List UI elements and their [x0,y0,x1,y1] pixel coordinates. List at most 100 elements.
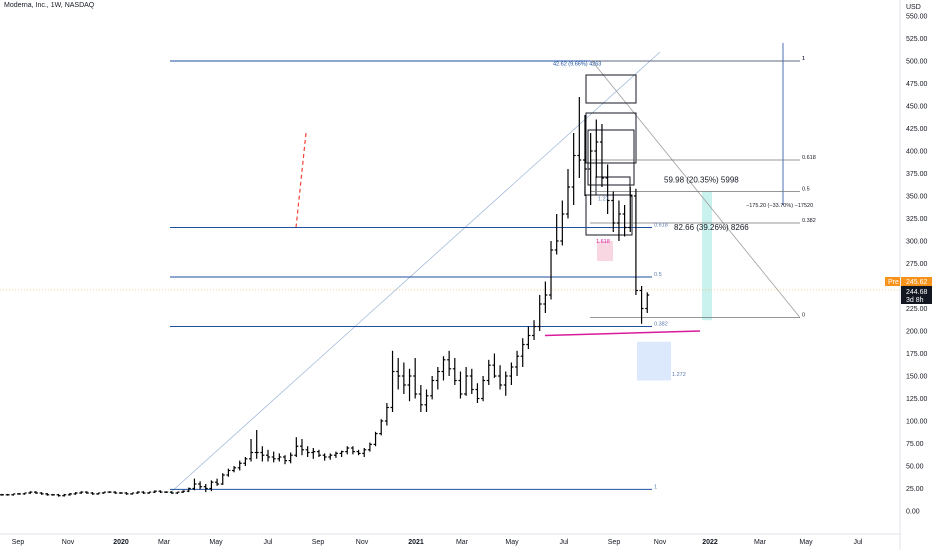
y-tick-label: 400.00 [906,149,928,156]
x-tick-label: 2021 [408,539,424,546]
ohlc-bar [390,350,395,412]
chart-annotation: 42.62 (9.66%) 4263 [553,62,601,68]
ohlc-bar [158,490,163,493]
x-tick-label: May [505,539,519,546]
ohlc-bar [45,493,50,496]
y-tick-label: 75.00 [906,441,924,448]
ohlc-bar [486,359,491,385]
ohlc-bar [169,491,174,494]
ohlc-bar [594,119,599,178]
ohlc-bar [566,169,570,219]
ohlc-bar [107,491,112,493]
ohlc-bar [526,326,531,349]
y-tick-label: 0.00 [906,509,920,516]
ohlc-bar [220,473,225,485]
ohlc-bar [67,493,72,496]
ohlc-bar [367,442,372,452]
y-tick-label: 50.00 [906,464,924,471]
ohlc-bar [243,457,248,466]
teal-projection-zone [702,191,712,321]
x-tick-label: Sep [608,539,621,546]
ohlc-bar [333,451,338,458]
ohlc-bar [492,353,497,378]
ohlc-bar [232,466,237,473]
ohlc-bar [350,446,355,455]
ohlc-bar [373,431,378,447]
ohlc-bar [260,446,265,462]
ohlc-bar [401,362,406,394]
y-tick-label: 175.00 [906,351,928,358]
trend-line [169,51,661,494]
ohlc-bar [639,286,644,324]
ohlc-bar [622,205,627,237]
ohlc-bar [50,493,55,496]
ohlc-bar [611,191,616,232]
fib-right-label: 0.5 [802,187,810,193]
y-tick-label: 25.00 [906,486,924,493]
y-tick-label: 375.00 [906,171,928,178]
y-tick-label: 125.00 [906,396,928,403]
ohlc-bar [560,200,565,246]
ohlc-bar [628,187,633,232]
ohlc-bar [605,164,610,214]
ohlc-bars [0,97,650,497]
ohlc-bar [633,188,638,295]
ohlc-bar [571,133,576,205]
y-tick-label: 100.00 [906,419,928,426]
fib-right-label: 0.382 [802,218,816,224]
ohlc-bar [616,200,621,241]
ohlc-bar [577,97,582,178]
ohlc-bar [328,453,333,460]
ohlc-bar [192,478,197,491]
ohlc-bar [509,362,514,385]
chart-title: Moderna, Inc., 1W, NASDAQ [4,2,95,9]
y-tick-label: 225.00 [906,306,928,313]
y-tick-label: 550.00 [906,14,928,21]
ohlc-bar [175,491,180,494]
pre-value-box [901,277,932,286]
ohlc-bar [283,455,287,465]
ohlc-bar [118,492,123,494]
ohlc-bar [164,491,169,493]
x-tick-label: Sep [312,539,325,546]
pre-label-box [885,277,900,286]
ohlc-bar [271,451,276,463]
drawing-layer [0,43,900,494]
x-tick-label: Jul [264,539,273,546]
pre-label: Pre [888,279,899,286]
ohlc-bar [458,371,463,399]
ohlc-bar [141,491,146,494]
x-tick-label: Mar [456,539,469,546]
y-tick-label: 350.00 [906,194,928,201]
y-tick-label: 500.00 [906,59,928,66]
ohlc-bar [452,358,457,385]
ohlc-bar [135,491,140,494]
ohlc-bar [113,491,118,494]
ohlc-bar [5,493,10,496]
ohlc-bar [22,492,27,495]
close-value: 244.68 [906,289,928,296]
ohlc-bar [11,493,16,496]
ohlc-bar [447,350,452,376]
y-tick-label: 300.00 [906,239,928,246]
close-value-box [901,286,932,304]
ohlc-bar [554,214,559,255]
chart-annotation: 59.98 (20.35%) 5998 [664,176,739,185]
y-tick-label: 150.00 [906,374,928,381]
ohlc-bar [101,491,106,494]
ohlc-bar [79,491,84,494]
x-tick-label: Nov [62,539,75,546]
price-axis: 550.00 525.00 500.00 475.00 450.00 425.00 400.… [906,14,928,516]
ohlc-bar [430,376,435,400]
x-tick-label: 2020 [113,539,129,546]
ohlc-bar [147,491,152,494]
ohlc-bar [475,383,480,403]
ohlc-bar [56,493,61,497]
ohlc-bar [237,460,242,471]
ohlc-bar [181,490,186,493]
x-tick-label: Jul [854,539,863,546]
pre-value: 245.62 [906,279,928,286]
time-axis: Sep Nov 2020 Mar May Jul Sep Nov 2021 Mar May Jul Se… [12,539,863,546]
